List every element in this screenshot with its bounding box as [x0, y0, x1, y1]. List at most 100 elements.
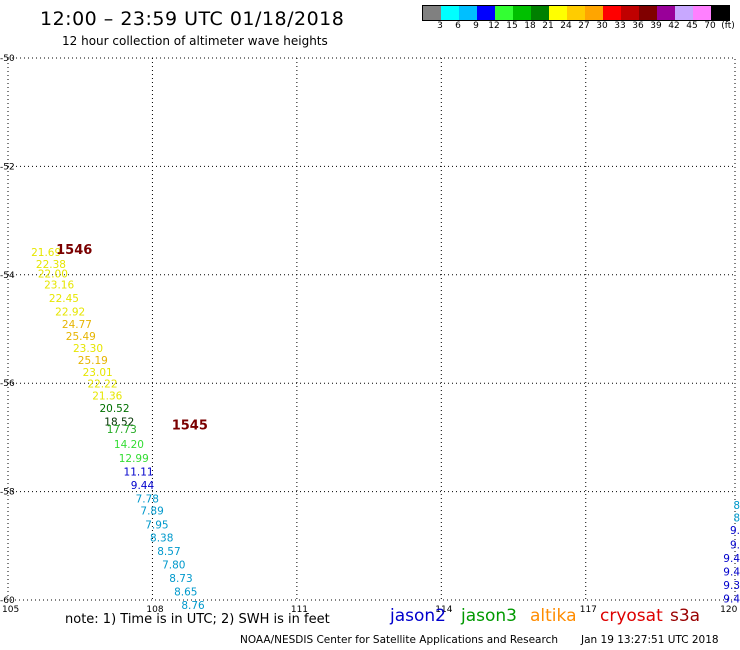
- color-scale-label: 70: [704, 21, 716, 31]
- color-swatch: [585, 6, 603, 20]
- swh-observation: 23.16: [44, 279, 74, 291]
- swh-observation-edge: 9.: [730, 540, 740, 552]
- color-swatch: [441, 6, 459, 20]
- swh-observation: 23.30: [73, 343, 103, 355]
- swh-observation: 9.44: [131, 480, 155, 492]
- swh-observation: 7.80: [162, 560, 185, 572]
- color-scale-label: 3: [437, 21, 443, 31]
- pass-label: 1546: [56, 243, 92, 258]
- color-swatch: [495, 6, 513, 20]
- map-frame: [7, 57, 736, 601]
- lat-tick-label: -58: [0, 488, 15, 498]
- color-scale-label: 12: [488, 21, 500, 31]
- color-swatch: [423, 6, 441, 20]
- swh-observation: 22.00: [38, 269, 68, 281]
- color-swatch: [693, 6, 711, 20]
- color-scale-label: 30: [596, 21, 608, 31]
- swh-observation-edge: 8: [733, 512, 740, 524]
- credit-line: NOAA/NESDIS Center for Satellite Applica…: [240, 634, 558, 646]
- swh-observation: 22.38: [36, 259, 66, 271]
- map-ticks: 105 108 111 114 117 120 -50 -52 -54 -56 -58 -60: [0, 54, 738, 615]
- swh-observation-edge: 9.: [730, 525, 740, 537]
- swh-observation: 14.20: [114, 439, 144, 451]
- color-scale-label: 24: [560, 21, 572, 31]
- map-border: [7, 57, 736, 601]
- lat-tick-label: -50: [0, 54, 15, 64]
- swh-observation: 22.22: [87, 379, 117, 391]
- color-swatch: [675, 6, 693, 20]
- swh-observation: 21.36: [92, 390, 122, 402]
- map-title: 12:00 – 23:59 UTC 01/18/2018: [40, 8, 345, 30]
- swh-observation: 8.76: [181, 600, 205, 612]
- lon-tick-label: 114: [435, 605, 452, 615]
- color-swatch: [657, 6, 675, 20]
- map-grid: [8, 58, 735, 600]
- pass-label: 1545: [172, 418, 208, 433]
- lon-tick-label: 105: [2, 605, 19, 615]
- edge-observation-track: 889.9.9.49.49.39.4: [723, 500, 740, 606]
- swh-observation: 21.69: [31, 247, 61, 259]
- lon-tick-label: 108: [146, 605, 163, 615]
- swh-observation-edge: 9.3: [723, 580, 740, 592]
- legend-s3a: s3a: [670, 606, 701, 626]
- swh-observation: 8.73: [169, 573, 192, 585]
- wave-height-color-scale: [422, 5, 730, 21]
- swh-observation: 7.89: [140, 505, 163, 517]
- color-scale-label: 39: [650, 21, 662, 31]
- swh-observation-edge: 8: [733, 500, 740, 512]
- lon-tick-label: 117: [580, 605, 597, 615]
- swh-observation: 8.38: [150, 532, 173, 544]
- swh-observation: 8.57: [157, 546, 180, 558]
- swh-observation-edge: 9.4: [723, 553, 740, 565]
- swh-observation: 8.65: [174, 587, 197, 599]
- color-swatch: [549, 6, 567, 20]
- color-swatch: [621, 6, 639, 20]
- swh-observation: 7.78: [136, 493, 159, 505]
- color-scale-label: 15: [506, 21, 518, 31]
- lat-tick-label: -56: [0, 379, 15, 389]
- swh-observation: 24.77: [62, 319, 92, 331]
- swh-observation-edge: 9.4: [723, 594, 740, 606]
- color-scale-label: (ft): [721, 21, 735, 31]
- color-swatch: [603, 6, 621, 20]
- lat-tick-label: -52: [0, 162, 15, 172]
- lon-tick-label: 120: [720, 605, 737, 615]
- swh-observation: 22.92: [55, 306, 85, 318]
- color-scale-label: 36: [632, 21, 644, 31]
- legend-cryosat: cryosat: [600, 606, 663, 626]
- swh-observation: 12.99: [119, 453, 149, 465]
- lat-tick-label: -60: [0, 596, 15, 606]
- color-scale-label: 42: [668, 21, 680, 31]
- generated-timestamp: Jan 19 13:27:51 UTC 2018: [581, 634, 719, 646]
- swh-observation: 17.73: [107, 424, 137, 436]
- swh-observation: 20.52: [99, 403, 129, 415]
- swh-observation: 25.19: [78, 355, 108, 367]
- color-swatch: [639, 6, 657, 20]
- swh-observation-edge: 9.4: [723, 567, 740, 579]
- swh-observation: 18.52: [104, 416, 134, 428]
- color-scale-label: 9: [473, 21, 479, 31]
- color-swatch: [567, 6, 585, 20]
- map-subtitle: 12 hour collection of altimeter wave hei…: [62, 34, 328, 48]
- color-scale-label: 6: [455, 21, 461, 31]
- color-scale-label: 27: [578, 21, 590, 31]
- legend-jason3: jason3: [461, 606, 517, 626]
- swh-observation: 11.11: [124, 466, 154, 478]
- units-note: note: 1) Time is in UTC; 2) SWH is in fe…: [65, 612, 330, 627]
- swh-observation: 23.01: [83, 367, 113, 379]
- swh-observation: 7.95: [145, 519, 168, 531]
- color-swatch: [711, 6, 729, 20]
- color-swatch: [477, 6, 495, 20]
- pass-labels: 1546 1545: [56, 243, 208, 433]
- legend-altika: altika: [530, 606, 577, 626]
- color-scale-label: 33: [614, 21, 626, 31]
- legend-jason2: jason2: [390, 606, 446, 626]
- swh-observation: 22.45: [49, 293, 79, 305]
- color-swatch: [459, 6, 477, 20]
- swh-observation: 25.49: [66, 331, 96, 343]
- color-swatch: [531, 6, 549, 20]
- color-scale-label: 21: [542, 21, 554, 31]
- color-swatch: [513, 6, 531, 20]
